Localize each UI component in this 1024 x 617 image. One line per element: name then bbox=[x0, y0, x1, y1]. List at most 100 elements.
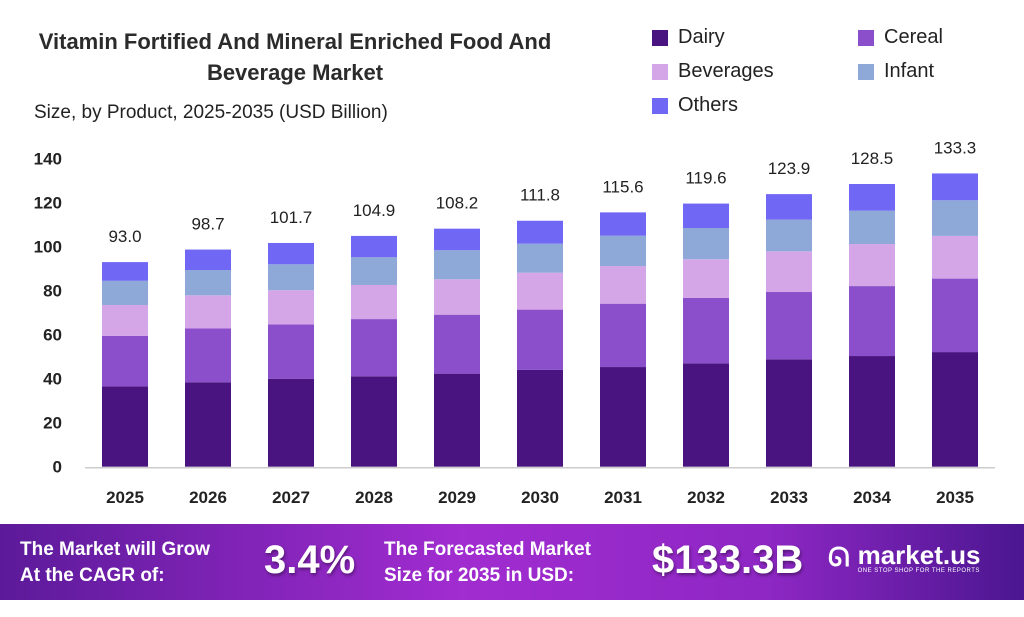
bar-segment-beverages-2028 bbox=[351, 284, 397, 320]
bar-segment-cereal-2031 bbox=[600, 303, 646, 368]
bar-segment-infant-2033 bbox=[766, 219, 812, 252]
x-tick-label: 2033 bbox=[770, 488, 808, 507]
data-label-total: 133.3 bbox=[934, 138, 977, 157]
bar-segment-dairy-2030 bbox=[517, 369, 563, 467]
legend-item-beverages: Beverages bbox=[652, 60, 774, 83]
chart-subtitle: Size, by Product, 2025-2035 (USD Billion… bbox=[34, 102, 388, 123]
stacked-bar-chart: 0 20 40 60 80 100 120 140 93.0 2025 98.7 2026 101.7 2… bbox=[34, 138, 995, 507]
legend-label: Dairy bbox=[678, 26, 725, 48]
legend-swatch bbox=[652, 63, 668, 80]
bar-segment-infant-2025 bbox=[102, 280, 148, 305]
forecast-value: $133.3B bbox=[652, 538, 804, 582]
data-label-total: 115.6 bbox=[602, 177, 643, 196]
legend-swatch bbox=[652, 97, 668, 114]
bar-segment-beverages-2032 bbox=[683, 259, 729, 298]
bar-segment-others-2026 bbox=[185, 249, 231, 271]
bar-segment-others-2034 bbox=[849, 184, 895, 211]
bar-segment-others-2030 bbox=[517, 220, 563, 244]
data-label-total: 98.7 bbox=[191, 215, 224, 234]
legend-label: Cereal bbox=[884, 26, 943, 48]
forecast-label: The Forecasted Market Size for 2035 in US… bbox=[384, 537, 591, 589]
legend-swatch bbox=[858, 63, 874, 80]
data-label-total: 108.2 bbox=[436, 194, 479, 213]
x-tick-label: 2031 bbox=[604, 488, 642, 507]
bar-segment-infant-2034 bbox=[849, 210, 895, 245]
x-tick-label: 2025 bbox=[106, 488, 144, 507]
y-tick-label: 120 bbox=[34, 194, 62, 213]
bar-segment-infant-2029 bbox=[434, 250, 480, 280]
logo-icon: ᘏ bbox=[828, 542, 850, 572]
bar-segment-infant-2035 bbox=[932, 200, 978, 236]
forecast-label-line2: Size for 2035 in USD: bbox=[384, 565, 575, 586]
data-label-total: 104.9 bbox=[353, 201, 396, 220]
bar-segment-cereal-2027 bbox=[268, 324, 314, 379]
y-tick-label: 40 bbox=[43, 370, 62, 389]
legend-item-infant: Infant bbox=[858, 60, 934, 83]
y-tick-label: 60 bbox=[43, 326, 62, 345]
bar-segment-others-2025 bbox=[102, 262, 148, 281]
bar-segment-beverages-2030 bbox=[517, 272, 563, 310]
bar-segment-infant-2026 bbox=[185, 270, 231, 296]
bar-segment-beverages-2033 bbox=[766, 251, 812, 293]
bar-segment-infant-2027 bbox=[268, 264, 314, 291]
bar-segment-dairy-2027 bbox=[268, 378, 314, 467]
bar-segment-beverages-2034 bbox=[849, 244, 895, 287]
cagr-label: The Market will Grow At the CAGR of: bbox=[20, 537, 210, 589]
bar-segment-others-2032 bbox=[683, 203, 729, 228]
bar-segment-dairy-2035 bbox=[932, 352, 978, 467]
bar-segment-dairy-2034 bbox=[849, 356, 895, 467]
legend-label: Others bbox=[678, 94, 739, 116]
bar-segment-cereal-2028 bbox=[351, 319, 397, 377]
bar-segment-cereal-2035 bbox=[932, 278, 978, 353]
bar-segment-others-2028 bbox=[351, 235, 397, 258]
legend-item-others: Others bbox=[652, 94, 738, 117]
x-tick-label: 2030 bbox=[521, 488, 559, 507]
y-tick-label: 140 bbox=[34, 150, 62, 169]
cagr-label-line1: The Market will Grow bbox=[20, 539, 211, 560]
bar-segment-infant-2032 bbox=[683, 228, 729, 260]
x-tick-label: 2026 bbox=[189, 488, 227, 507]
bar-segment-beverages-2035 bbox=[932, 235, 978, 279]
legend-item-cereal: Cereal bbox=[858, 26, 943, 49]
bar-segment-dairy-2028 bbox=[351, 376, 397, 467]
legend-label: Beverages bbox=[678, 60, 774, 82]
bar-segment-cereal-2026 bbox=[185, 328, 231, 383]
data-label-total: 101.7 bbox=[270, 208, 313, 227]
bar-segment-beverages-2031 bbox=[600, 266, 646, 304]
legend-swatch bbox=[858, 29, 874, 46]
cagr-label-line2: At the CAGR of: bbox=[20, 565, 165, 586]
y-tick-label: 0 bbox=[53, 458, 62, 477]
forecast-label-line1: The Forecasted Market bbox=[384, 539, 591, 560]
data-label-total: 119.6 bbox=[685, 169, 726, 188]
bar-segment-cereal-2032 bbox=[683, 297, 729, 364]
data-label-total: 111.8 bbox=[520, 186, 560, 205]
x-tick-label: 2027 bbox=[272, 488, 310, 507]
bar-segment-beverages-2027 bbox=[268, 290, 314, 325]
logo-name: market.us bbox=[857, 540, 981, 570]
bar-segment-infant-2031 bbox=[600, 235, 646, 267]
legend-item-dairy: Dairy bbox=[652, 26, 725, 49]
bar-segment-dairy-2025 bbox=[102, 386, 148, 467]
bar-segment-dairy-2026 bbox=[185, 382, 231, 467]
bar-segment-infant-2030 bbox=[517, 243, 563, 273]
data-label-total: 123.9 bbox=[768, 159, 811, 178]
x-tick-label: 2035 bbox=[936, 488, 974, 507]
x-tick-label: 2028 bbox=[355, 488, 393, 507]
bar-segment-others-2029 bbox=[434, 228, 480, 251]
bar-segment-beverages-2025 bbox=[102, 305, 148, 336]
summary-banner: The Market will Grow At the CAGR of: 3.4%… bbox=[0, 524, 1024, 600]
x-tick-label: 2034 bbox=[853, 488, 891, 507]
bar-segment-cereal-2033 bbox=[766, 292, 812, 360]
market-us-logo: ᘏ market.us ONE STOP SHOP FOR THE REPORTS bbox=[828, 542, 980, 574]
bar-segment-dairy-2033 bbox=[766, 359, 812, 467]
bar-segment-dairy-2031 bbox=[600, 367, 646, 467]
legend-swatch bbox=[652, 29, 668, 46]
y-tick-label: 100 bbox=[34, 238, 62, 257]
legend-label: Infant bbox=[884, 60, 935, 82]
bar-segment-dairy-2032 bbox=[683, 363, 729, 467]
bar-segment-others-2033 bbox=[766, 194, 812, 220]
y-tick-label: 20 bbox=[43, 414, 62, 433]
bar-segment-cereal-2030 bbox=[517, 309, 563, 370]
bar-segment-others-2035 bbox=[932, 173, 978, 201]
bar-segment-beverages-2029 bbox=[434, 279, 480, 315]
